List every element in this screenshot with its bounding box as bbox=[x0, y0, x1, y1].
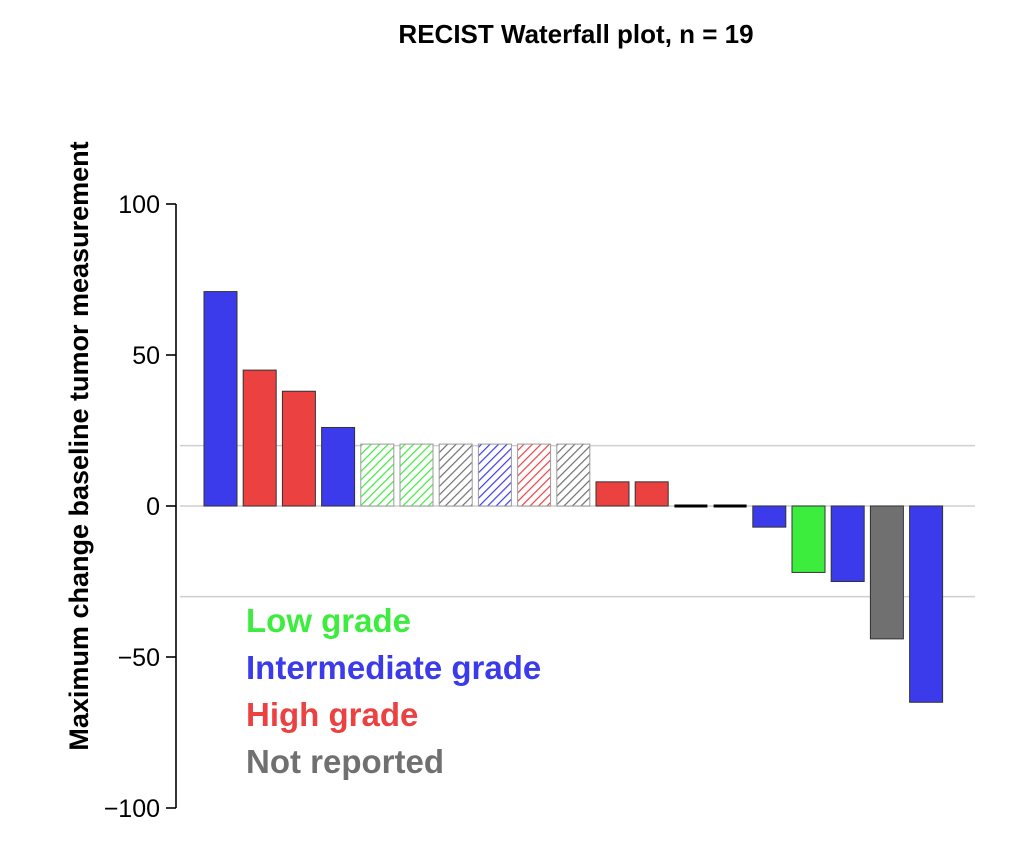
legend-item: High grade bbox=[246, 696, 418, 733]
bar bbox=[203, 291, 238, 507]
y-tick-label: −100 bbox=[104, 795, 160, 823]
bar bbox=[360, 443, 395, 507]
bar bbox=[595, 481, 630, 507]
y-axis: 100 50 0 −50 −100 bbox=[104, 191, 177, 823]
y-axis-label: Maximum change baseline tumor measuremen… bbox=[64, 141, 94, 750]
bar bbox=[869, 505, 904, 640]
bar bbox=[556, 443, 591, 507]
bar bbox=[830, 505, 865, 582]
y-tick-label: −50 bbox=[118, 644, 160, 672]
y-tick-label: 100 bbox=[118, 191, 160, 219]
y-tick-label: 50 bbox=[132, 342, 160, 370]
y-tick-label: 0 bbox=[146, 493, 160, 521]
legend-item: Intermediate grade bbox=[246, 649, 541, 686]
bar bbox=[399, 443, 434, 507]
bar bbox=[242, 369, 277, 507]
bars bbox=[203, 291, 944, 703]
bar bbox=[752, 505, 787, 528]
bar bbox=[438, 443, 473, 507]
legend-item: Low grade bbox=[246, 602, 411, 639]
bar bbox=[634, 481, 669, 507]
bar bbox=[517, 443, 552, 507]
legend-item: Not reported bbox=[246, 743, 444, 780]
legend: Low grade Intermediate grade High grade Not… bbox=[246, 602, 541, 780]
bar bbox=[477, 443, 512, 507]
bar bbox=[791, 505, 826, 573]
bar bbox=[321, 426, 356, 507]
bar bbox=[909, 505, 944, 703]
chart-title: RECIST Waterfall plot, n = 19 bbox=[398, 19, 753, 49]
bar bbox=[281, 390, 316, 507]
